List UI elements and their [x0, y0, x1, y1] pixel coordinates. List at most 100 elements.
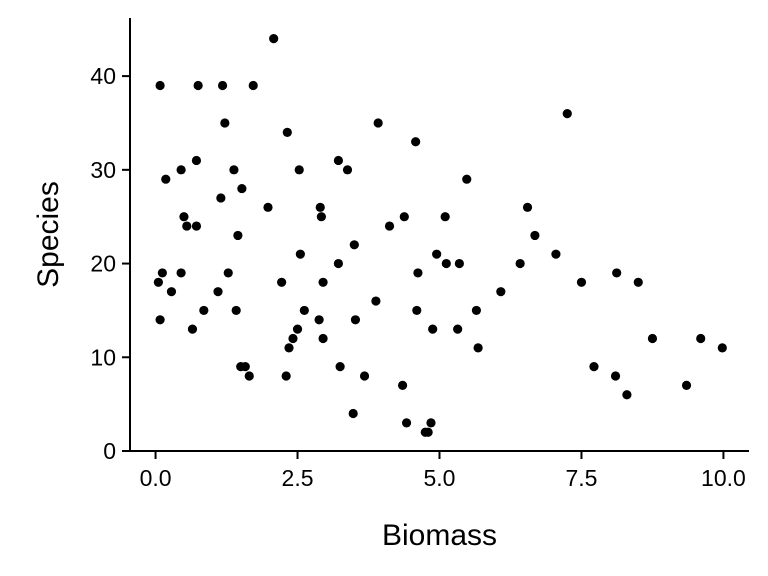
- data-point: [412, 305, 422, 316]
- data-point: [318, 277, 328, 287]
- data-point: [191, 221, 202, 231]
- data-point: [153, 277, 163, 287]
- data-point: [413, 268, 423, 278]
- data-point: [217, 80, 228, 91]
- x-tick-label: 0.0: [140, 465, 172, 491]
- data-point: [335, 362, 345, 372]
- data-point: [155, 315, 165, 325]
- data-point: [610, 371, 621, 381]
- y-tick-label: 40: [90, 63, 116, 89]
- data-point: [384, 221, 395, 231]
- data-point: [333, 258, 344, 269]
- data-point: [161, 174, 171, 184]
- data-point: [522, 202, 533, 212]
- data-point: [471, 305, 482, 316]
- data-point: [292, 324, 303, 334]
- data-point: [342, 165, 353, 175]
- data-point: [423, 427, 433, 437]
- y-tick-label: 20: [90, 251, 116, 277]
- data-point: [277, 277, 287, 287]
- data-point: [622, 390, 632, 400]
- data-point: [350, 315, 361, 325]
- data-point: [397, 380, 408, 390]
- data-point: [316, 212, 326, 222]
- y-axis-ticks: 0 10 20 30 40: [90, 63, 130, 464]
- data-point: [240, 362, 250, 372]
- data-point: [213, 287, 223, 297]
- x-tick-label: 7.5: [565, 465, 597, 491]
- data-point: [166, 287, 177, 297]
- data-point: [551, 249, 561, 259]
- data-point: [562, 108, 572, 119]
- y-tick-label: 10: [90, 344, 116, 370]
- data-point: [248, 80, 258, 91]
- data-point: [432, 249, 442, 259]
- data-point: [294, 165, 304, 175]
- data-point: [263, 202, 273, 212]
- data-point: [231, 305, 241, 316]
- data-point: [299, 305, 309, 316]
- data-point: [426, 418, 436, 428]
- data-point: [233, 230, 243, 241]
- data-point: [440, 212, 450, 222]
- data-point: [284, 343, 294, 353]
- data-point: [282, 127, 292, 137]
- data-point: [359, 371, 370, 381]
- data-point: [696, 333, 706, 344]
- y-tick-label: 30: [90, 157, 116, 183]
- data-point: [176, 268, 186, 278]
- x-tick-label: 5.0: [424, 465, 456, 491]
- x-axis-title: Biomass: [382, 519, 497, 552]
- data-point: [182, 221, 192, 231]
- data-point: [399, 212, 409, 222]
- data-point: [373, 118, 383, 128]
- data-point: [454, 258, 464, 269]
- data-point: [193, 80, 203, 91]
- data-point: [295, 249, 305, 259]
- data-point: [401, 418, 412, 428]
- data-point: [515, 258, 525, 269]
- data-point: [237, 183, 247, 194]
- data-point: [441, 258, 451, 269]
- x-axis-ticks: 0.0 2.5 5.0 7.5 10.0: [140, 451, 746, 491]
- data-point: [411, 137, 421, 147]
- data-point: [428, 324, 438, 334]
- data-point: [176, 165, 186, 175]
- data-point: [318, 333, 328, 344]
- data-point: [191, 155, 202, 166]
- data-point: [281, 371, 291, 381]
- data-point: [315, 202, 325, 212]
- data-point: [244, 371, 254, 381]
- x-tick-label: 2.5: [282, 465, 314, 491]
- data-point: [681, 380, 692, 390]
- data-point: [453, 324, 463, 334]
- y-tick-label: 0: [103, 438, 116, 464]
- data-point: [269, 34, 279, 44]
- data-point: [187, 324, 198, 334]
- data-point: [199, 305, 209, 316]
- data-point: [223, 268, 233, 278]
- data-points: [153, 34, 727, 437]
- data-point: [348, 408, 358, 419]
- data-point: [155, 80, 165, 91]
- data-point: [576, 277, 587, 287]
- data-point: [288, 333, 298, 344]
- data-point: [314, 315, 324, 325]
- data-point: [371, 296, 381, 306]
- data-point: [530, 230, 540, 241]
- data-point: [216, 193, 226, 203]
- y-axis-title: Species: [32, 181, 65, 288]
- data-point: [473, 343, 483, 353]
- data-point: [589, 362, 599, 372]
- x-tick-label: 10.0: [701, 465, 746, 491]
- data-point: [496, 287, 506, 297]
- data-point: [229, 165, 239, 175]
- data-point: [333, 155, 344, 166]
- data-point: [157, 268, 167, 278]
- data-point: [647, 333, 658, 344]
- data-point: [462, 174, 472, 184]
- data-point: [179, 212, 189, 222]
- data-point: [612, 268, 622, 278]
- data-point: [349, 240, 359, 250]
